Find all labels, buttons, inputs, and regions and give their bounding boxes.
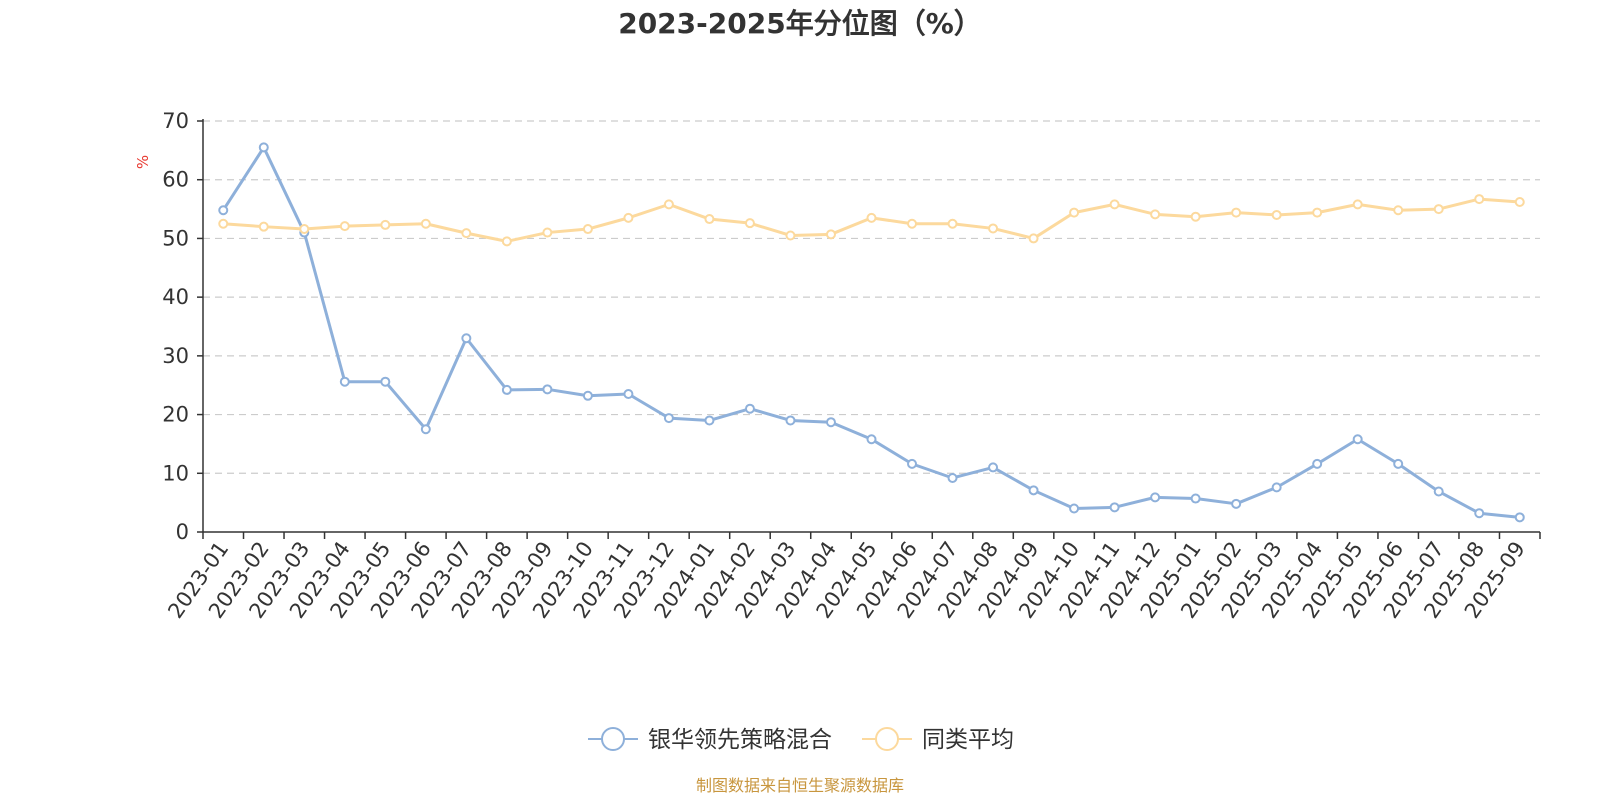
data-point	[825, 229, 836, 240]
data-point	[542, 384, 553, 395]
data-point	[461, 333, 472, 344]
legend: 银华领先策略混合 同类平均	[588, 727, 1014, 753]
data-point	[947, 472, 958, 483]
data-point	[1271, 482, 1282, 493]
data-point	[1028, 485, 1039, 496]
legend-label: 银华领先策略混合	[648, 727, 832, 753]
data-point	[1028, 233, 1039, 244]
data-point	[947, 218, 958, 229]
legend-item-1: 银华领先策略混合	[588, 727, 832, 753]
data-point	[663, 413, 674, 424]
data-point	[663, 199, 674, 210]
legend-item-2: 同类平均	[862, 727, 1014, 753]
chart-title: 2023-2025年分位图（%）	[618, 7, 982, 40]
data-point	[825, 417, 836, 428]
data-point	[1109, 502, 1120, 513]
legend-label: 同类平均	[922, 727, 1014, 753]
data-point	[704, 415, 715, 426]
data-point	[1312, 207, 1323, 218]
source-note: 制图数据来自恒生聚源数据库	[696, 776, 904, 795]
data-point	[501, 384, 512, 395]
data-point	[623, 212, 634, 223]
data-point	[1433, 486, 1444, 497]
data-point	[1190, 211, 1201, 222]
data-point	[1474, 508, 1485, 519]
data-point	[420, 218, 431, 229]
data-point	[380, 376, 391, 387]
data-point	[339, 376, 350, 387]
data-point	[1069, 207, 1080, 218]
data-point	[744, 403, 755, 414]
y-axis-unit-label: %	[134, 155, 152, 169]
y-tick-label: 20	[162, 403, 189, 427]
series-line	[221, 145, 1520, 519]
data-point	[582, 224, 593, 235]
data-point	[1352, 434, 1363, 445]
data-point	[1514, 512, 1525, 523]
grid-layer	[203, 120, 1540, 474]
data-point	[258, 142, 269, 153]
y-tick-label: 60	[162, 168, 189, 192]
data-point	[461, 228, 472, 239]
series-2	[218, 194, 1525, 247]
series-layer	[218, 142, 1525, 523]
data-point	[988, 462, 999, 473]
data-point	[582, 390, 593, 401]
data-point	[1352, 199, 1363, 210]
data-point	[1474, 194, 1485, 205]
data-point	[542, 227, 553, 238]
data-point	[501, 236, 512, 247]
y-tick-label: 50	[162, 226, 189, 250]
data-point	[1069, 503, 1080, 514]
y-tick-label: 10	[162, 461, 189, 485]
data-point	[785, 415, 796, 426]
data-point	[1190, 493, 1201, 504]
y-tick-label: 30	[162, 344, 189, 368]
data-point	[1433, 204, 1444, 215]
series-1	[218, 142, 1525, 523]
data-point	[1393, 205, 1404, 216]
legend-marker	[601, 727, 625, 751]
data-point	[299, 224, 310, 235]
data-point	[339, 221, 350, 232]
data-point	[420, 424, 431, 435]
legend-marker	[875, 727, 899, 751]
data-point	[988, 223, 999, 234]
data-point	[1312, 458, 1323, 469]
y-tick-label: 70	[162, 109, 189, 133]
data-point	[218, 218, 229, 229]
data-point	[258, 221, 269, 232]
data-point	[1231, 498, 1242, 509]
data-point	[218, 205, 229, 216]
data-point	[866, 212, 877, 223]
data-point	[785, 230, 796, 241]
data-point	[866, 434, 877, 445]
y-tick-label: 0	[176, 520, 189, 544]
data-point	[704, 214, 715, 225]
data-point	[380, 219, 391, 230]
data-point	[907, 218, 918, 229]
data-point	[744, 218, 755, 229]
data-point	[907, 458, 918, 469]
y-tick-label: 40	[162, 285, 189, 309]
data-point	[1231, 207, 1242, 218]
data-point	[623, 389, 634, 400]
data-point	[1271, 209, 1282, 220]
data-point	[1109, 199, 1120, 210]
data-point	[1393, 458, 1404, 469]
data-point	[1514, 197, 1525, 208]
data-point	[1150, 209, 1161, 220]
axis-layer: 0102030405060702023-012023-022023-032023…	[162, 109, 1541, 623]
data-point	[1150, 492, 1161, 503]
